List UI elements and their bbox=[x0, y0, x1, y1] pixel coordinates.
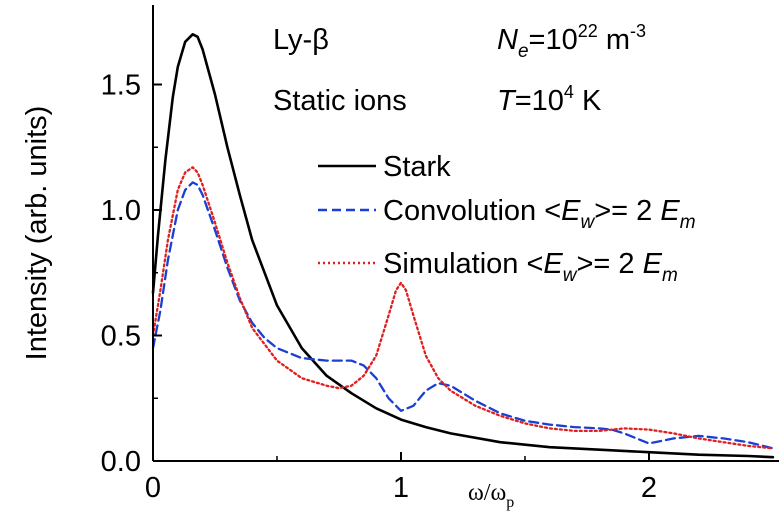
series-layer bbox=[151, 33, 775, 459]
legend: Stark Convolution <Ew>= 2 Em Simulation … bbox=[318, 151, 696, 286]
density-unit-exponent: -3 bbox=[630, 21, 646, 41]
plot-axes bbox=[152, 5, 779, 462]
series-stark bbox=[151, 33, 775, 459]
x-axis-label-main: ω/ω bbox=[468, 480, 506, 506]
legend-simulation-var: E bbox=[543, 248, 563, 280]
legend-label-stark: Stark bbox=[383, 151, 451, 183]
y-tick-label: 1.0 bbox=[101, 195, 141, 227]
x-ticks: 0 1 2 bbox=[145, 452, 657, 504]
density-base: =10 bbox=[529, 24, 578, 56]
legend-convolution-prefix: Convolution < bbox=[383, 195, 561, 227]
density-exponent: 22 bbox=[578, 21, 598, 41]
legend-label-convolution: Convolution <Ew>= 2 Em bbox=[383, 195, 696, 233]
annotation-line-label: Ly-β bbox=[273, 24, 329, 56]
legend-convolution-sub: w bbox=[581, 212, 596, 233]
annotation-temperature: T=104 K bbox=[497, 82, 602, 117]
y-tick-label: 0.0 bbox=[101, 446, 141, 478]
y-tick-label: 0.5 bbox=[101, 321, 141, 353]
annotation-ions-label: Static ions bbox=[273, 85, 407, 117]
legend-simulation-middle: >= 2 bbox=[576, 248, 642, 280]
temperature-symbol: T bbox=[497, 85, 517, 117]
x-tick-label: 2 bbox=[641, 472, 657, 504]
x-tick-label: 0 bbox=[145, 472, 161, 504]
annotation-density: Ne=1022 m-3 bbox=[497, 21, 646, 62]
legend-convolution-var2: E bbox=[660, 195, 680, 227]
x-tick-label: 1 bbox=[393, 472, 409, 504]
y-ticks: 0.0 0.5 1.0 1.5 bbox=[101, 70, 162, 478]
density-subscript: e bbox=[518, 41, 529, 62]
y-tick-label: 1.5 bbox=[101, 70, 141, 102]
legend-label-simulation: Simulation <Ew>= 2 Em bbox=[383, 248, 678, 286]
legend-convolution-middle: >= 2 bbox=[594, 195, 660, 227]
legend-convolution-sub2: m bbox=[680, 212, 696, 233]
temperature-exponent: 4 bbox=[564, 82, 574, 102]
legend-convolution-var: E bbox=[561, 195, 581, 227]
legend-simulation-sub: w bbox=[563, 265, 578, 286]
legend-simulation-var2: E bbox=[643, 248, 663, 280]
x-axis-label: ω/ωp bbox=[468, 480, 514, 511]
series-convolution bbox=[151, 181, 775, 450]
temperature-unit: K bbox=[574, 85, 602, 117]
legend-simulation-sub2: m bbox=[662, 265, 678, 286]
density-unit: m bbox=[598, 24, 630, 56]
legend-simulation-prefix: Simulation < bbox=[383, 248, 543, 280]
density-symbol: N bbox=[497, 24, 518, 56]
series-simulation bbox=[151, 166, 775, 450]
y-axis-label: Intensity (arb. units) bbox=[21, 106, 53, 361]
temperature-base: =10 bbox=[515, 85, 564, 117]
x-axis-label-sub: p bbox=[506, 494, 514, 511]
